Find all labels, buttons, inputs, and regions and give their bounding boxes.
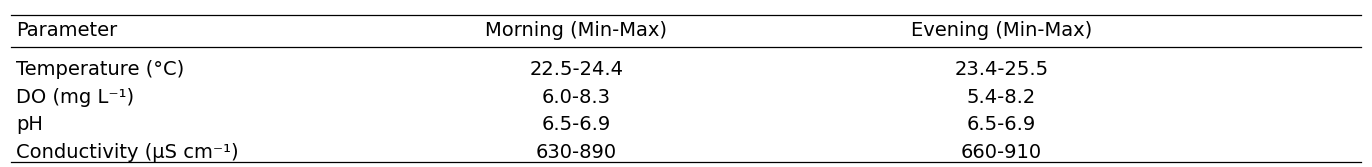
Text: Morning (Min-Max): Morning (Min-Max) — [486, 21, 667, 40]
Text: Evening (Min-Max): Evening (Min-Max) — [911, 21, 1092, 40]
Text: 660-910: 660-910 — [960, 143, 1043, 162]
Text: Conductivity (μS cm⁻¹): Conductivity (μS cm⁻¹) — [16, 143, 239, 162]
Text: 6.5-6.9: 6.5-6.9 — [967, 115, 1036, 134]
Text: 23.4-25.5: 23.4-25.5 — [955, 60, 1048, 79]
Text: Temperature (°C): Temperature (°C) — [16, 60, 185, 79]
Text: 5.4-8.2: 5.4-8.2 — [967, 88, 1036, 107]
Text: 6.5-6.9: 6.5-6.9 — [542, 115, 611, 134]
Text: 22.5-24.4: 22.5-24.4 — [530, 60, 623, 79]
Text: DO (mg L⁻¹): DO (mg L⁻¹) — [16, 88, 134, 107]
Text: Parameter: Parameter — [16, 21, 118, 40]
Text: 630-890: 630-890 — [535, 143, 617, 162]
Text: 6.0-8.3: 6.0-8.3 — [542, 88, 611, 107]
Text: pH: pH — [16, 115, 44, 134]
